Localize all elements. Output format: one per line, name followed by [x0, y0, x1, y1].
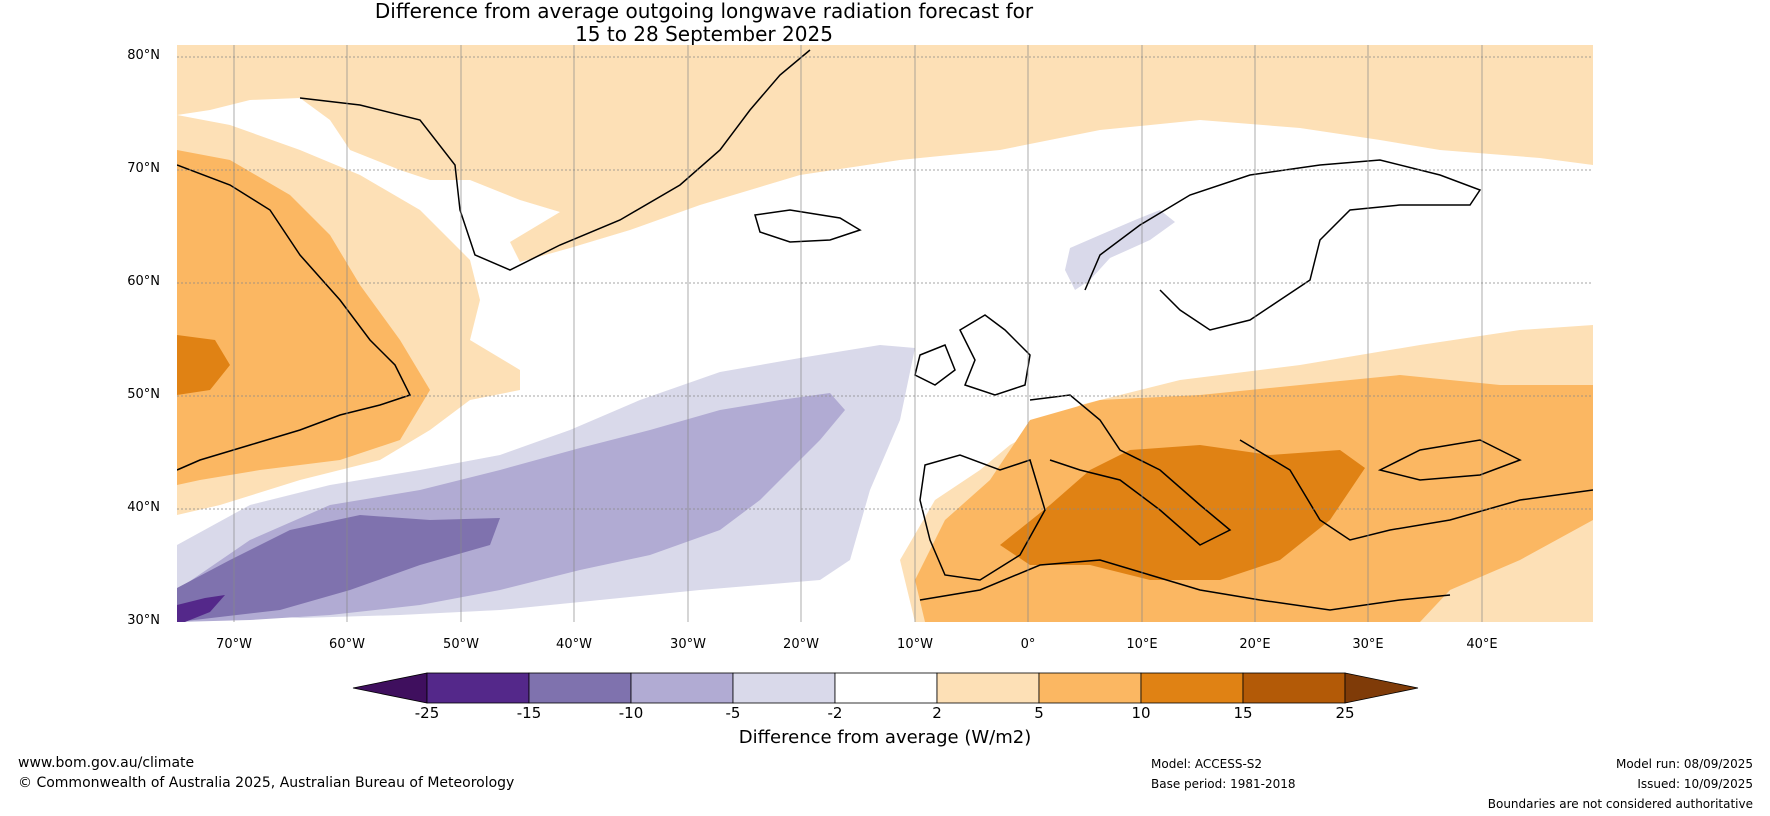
anomaly-region-atlantic-dark-purple — [177, 515, 500, 622]
base-period: Base period: 1981-2018 — [1151, 777, 1296, 791]
lon-label-30e: 30°E — [1352, 637, 1384, 652]
lat-label-80n: 80°N — [127, 48, 160, 63]
meridians — [233, 45, 1483, 622]
lon-label-20w: 20°W — [783, 637, 819, 652]
lon-label-40w: 40°W — [556, 637, 592, 652]
colorbar-tick: -25 — [414, 704, 440, 722]
copyright-text: © Commonwealth of Australia 2025, Austra… — [18, 775, 515, 791]
colorbar-bin-5 — [834, 672, 938, 704]
anomaly-region-italy-dark — [1000, 445, 1365, 580]
colorbar-tick: -10 — [618, 704, 644, 722]
ireland-coast — [914, 344, 956, 386]
lat-label-60n: 60°N — [127, 274, 160, 289]
parallels — [177, 56, 1593, 510]
colorbar-bin-2 — [528, 672, 632, 704]
lon-label-30w: 30°W — [670, 637, 706, 652]
lon-label-60w: 60°W — [329, 637, 365, 652]
colorbar-title: Difference from average (W/m2) — [738, 727, 1032, 748]
colorbar-bin-1 — [426, 672, 530, 704]
issued-date: Issued: 10/09/2025 — [1637, 777, 1753, 791]
anomaly-region-atlantic-deepest-purple — [177, 595, 225, 622]
model-run-date: Model run: 08/09/2025 — [1615, 757, 1753, 771]
iceland-coast — [754, 209, 862, 243]
colorbar-bin-6 — [936, 672, 1040, 704]
lat-label-70n: 70°N — [127, 161, 160, 176]
colorbar-bin-9 — [1242, 672, 1346, 704]
scandinavia-coast — [1084, 159, 1482, 331]
anomaly-region-canada-medium — [177, 150, 430, 485]
lon-label-0: 0° — [1020, 637, 1036, 652]
lon-label-70w: 70°W — [216, 637, 252, 652]
north-africa-coast — [919, 559, 1451, 611]
colorbar-tick: 5 — [1034, 704, 1044, 722]
website-link[interactable]: www.bom.gov.au/climate — [18, 755, 195, 771]
map-title-line2: 15 to 28 September 2025 — [575, 22, 833, 46]
colorbar-extend-high — [1344, 672, 1419, 704]
black-sea-coast — [1377, 439, 1522, 481]
colorbar-tick: -2 — [827, 704, 843, 722]
colorbar-tick: 15 — [1233, 704, 1253, 722]
colorbar-tick: -5 — [725, 704, 741, 722]
labrador-coast — [177, 164, 412, 471]
britain-coast — [959, 314, 1031, 396]
lon-label-10e: 10°E — [1126, 637, 1158, 652]
lat-label-30n: 30°N — [127, 613, 160, 628]
france-italy-coast — [1029, 394, 1232, 546]
iberia-coast — [919, 454, 1046, 581]
anomaly-region-norway-light-purple — [1065, 210, 1175, 290]
colorbar-bin-7 — [1038, 672, 1142, 704]
colorbar-tick: 2 — [932, 704, 942, 722]
graticule — [177, 45, 1593, 622]
anomaly-region-canada-dark — [177, 335, 230, 395]
lat-label-50n: 50°N — [127, 387, 160, 402]
map-title-line1: Difference from average outgoing longwav… — [374, 0, 1034, 23]
coastlines — [177, 49, 1593, 611]
lon-label-40e: 40°E — [1466, 637, 1498, 652]
colorbar-bin-3 — [630, 672, 734, 704]
balkans-turkey-coast — [1239, 439, 1593, 541]
colorbar-bin-4 — [732, 672, 836, 704]
colorbar-extend-low — [352, 672, 428, 704]
greenland-coast — [299, 49, 811, 271]
colorbar — [352, 672, 1419, 704]
colorbar-tick: -15 — [516, 704, 542, 722]
lat-label-40n: 40°N — [127, 500, 160, 515]
colorbar-tick: 25 — [1335, 704, 1355, 722]
boundaries-disclaimer: Boundaries are not considered authoritat… — [1487, 797, 1753, 811]
lon-label-20e: 20°E — [1239, 637, 1271, 652]
anomaly-region-north-orange — [177, 45, 1593, 262]
model-name: Model: ACCESS-S2 — [1151, 757, 1263, 771]
colorbar-tick: 10 — [1131, 704, 1151, 722]
colorbar-bin-8 — [1140, 672, 1244, 704]
lon-label-50w: 50°W — [443, 637, 479, 652]
lon-label-10w: 10°W — [897, 637, 933, 652]
